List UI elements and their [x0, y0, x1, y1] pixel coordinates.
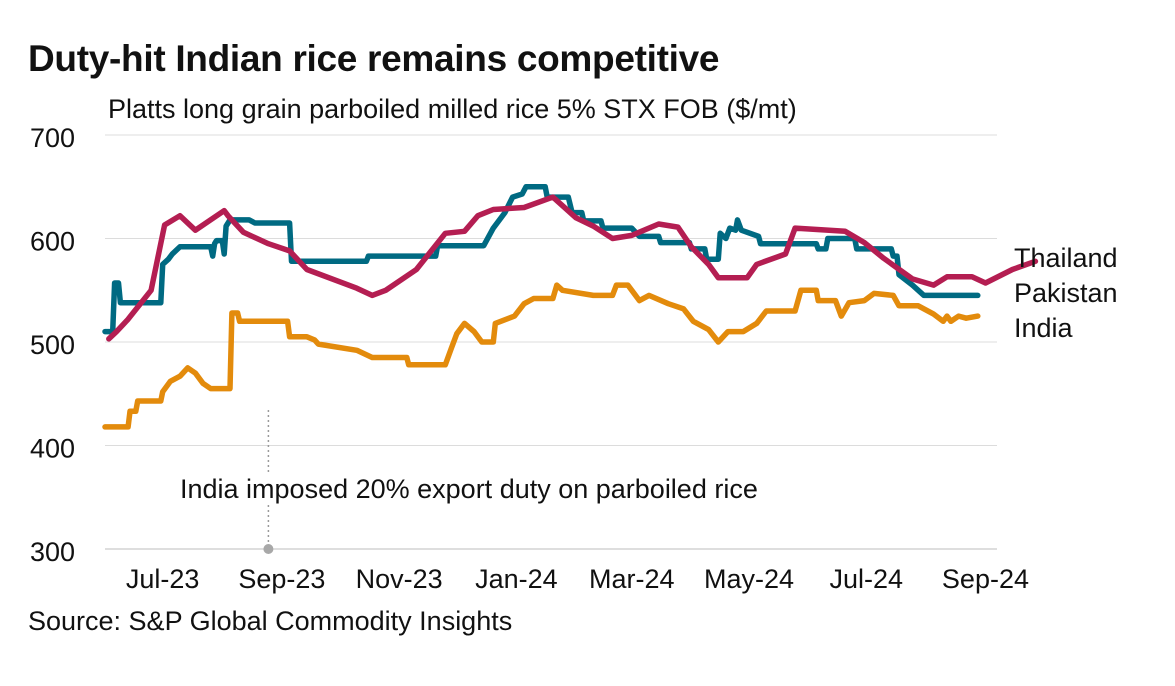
legend-label-india: India [1014, 313, 1074, 343]
annotation: India imposed 20% export duty on parboil… [180, 410, 758, 554]
series-line-thailand [102, 184, 981, 335]
legend-label-pakistan: Pakistan [1014, 278, 1118, 308]
x-tick-label: Jul-23 [126, 564, 200, 594]
series-lines [102, 184, 1039, 430]
chart-title: Duty-hit Indian rice remains competitive [28, 38, 720, 79]
source-note: Source: S&P Global Commodity Insights [28, 606, 513, 636]
y-tick-label: 400 [30, 434, 75, 464]
y-tick-label: 300 [30, 537, 75, 567]
chart-subtitle: Platts long grain parboiled milled rice … [108, 94, 797, 124]
x-tick-label: Sep-23 [238, 564, 325, 594]
series-line-pakistan [106, 194, 1039, 342]
x-axis: Jul-23 Sep-23 Nov-23 Jan-24 Mar-24 May-24 Jul-… [126, 564, 1029, 594]
annotation-marker [263, 544, 274, 554]
x-tick-label: Sep-24 [942, 564, 1029, 594]
series-line-india [102, 282, 981, 430]
legend: Thailand Pakistan India [1014, 243, 1118, 343]
x-tick-label: Mar-24 [589, 564, 675, 594]
y-tick-label: 600 [30, 227, 75, 257]
annotation-label: India imposed 20% export duty on parboil… [180, 474, 758, 504]
x-tick-label: Jul-24 [830, 564, 904, 594]
x-tick-label: Nov-23 [356, 564, 443, 594]
y-tick-label: 700 [30, 123, 75, 153]
y-axis: 300 400 500 600 700 [30, 123, 75, 567]
x-tick-label: Jan-24 [475, 564, 558, 594]
y-tick-label: 500 [30, 330, 75, 360]
legend-label-thailand: Thailand [1014, 243, 1118, 273]
x-tick-label: May-24 [704, 564, 794, 594]
